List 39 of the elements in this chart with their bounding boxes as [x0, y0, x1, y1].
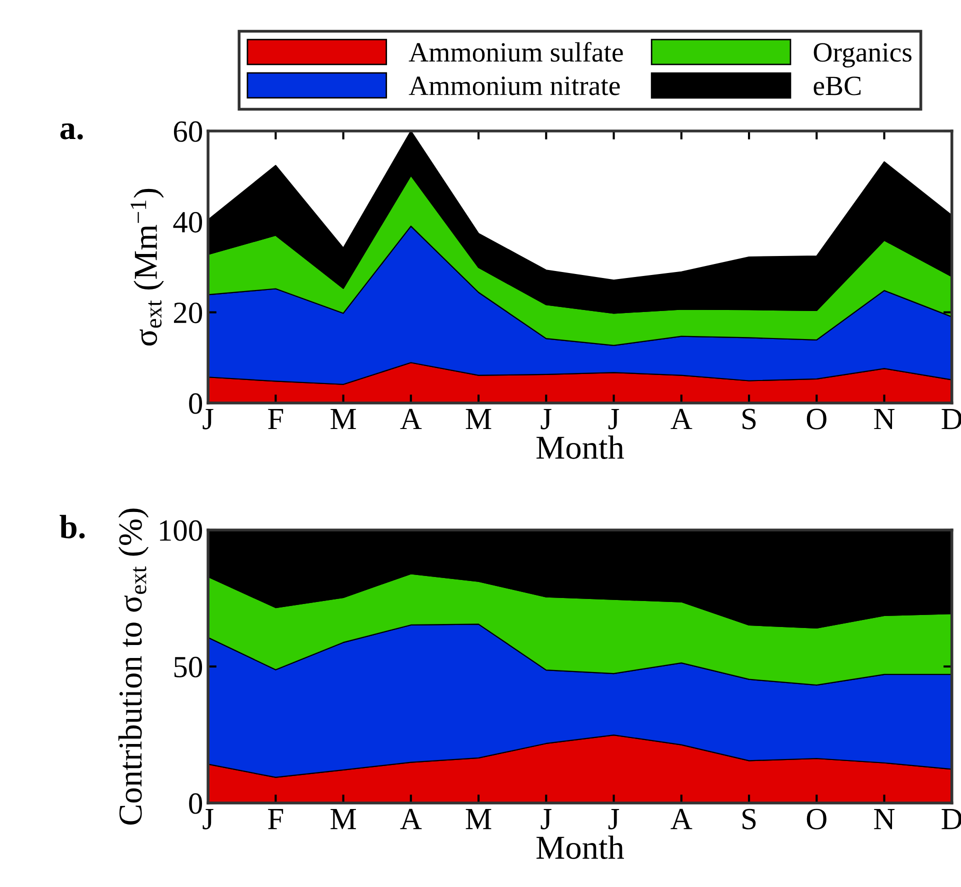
y-tick-label: 0: [189, 793, 202, 814]
x-tick-label: A: [400, 808, 422, 830]
x-tick-label: S: [742, 408, 756, 430]
legend-label: Ammonium sulfate: [408, 42, 623, 62]
x-tick-label: A: [400, 408, 422, 430]
y-tick-label: 20: [174, 302, 202, 324]
chart-title: a.: [60, 123, 83, 140]
x-tick-label: J: [202, 409, 214, 430]
y-axis-title: σ$_{ext}$ (Mm$^{−1}$): [130, 188, 164, 346]
x-axis-title: Month: [536, 836, 624, 860]
x-tick-label: N: [874, 809, 895, 830]
x-tick-label: S: [742, 808, 756, 830]
y-tick-label: 40: [173, 212, 202, 233]
y-axis-title: Contribution to σ$_{ext}$ (%): [118, 508, 149, 825]
x-axis-title: Month: [536, 436, 624, 459]
x-tick-label: A: [670, 808, 692, 830]
x-tick-label: J: [608, 809, 620, 830]
x-tick-label: F: [268, 409, 284, 430]
x-tick-label: A: [670, 408, 692, 430]
y-tick-label: 50: [174, 656, 202, 678]
chart-title: b.: [60, 514, 85, 538]
x-tick-label: J: [540, 809, 552, 830]
x-tick-label: J: [540, 409, 552, 430]
x-tick-label: J: [608, 409, 620, 430]
y-tick-label: 100: [160, 520, 202, 541]
legend-label: Ammonium nitrate: [408, 76, 620, 96]
x-tick-label: M: [330, 409, 356, 430]
x-tick-label: M: [330, 809, 356, 830]
x-tick-label: M: [466, 409, 492, 430]
x-tick-label: N: [874, 409, 895, 430]
legend-label: Organics: [814, 43, 912, 68]
y-tick-label: 60: [174, 121, 202, 142]
y-tick-label: 0: [189, 393, 202, 414]
x-tick-label: O: [806, 408, 826, 430]
legend-label: eBC: [814, 76, 861, 96]
x-tick-label: F: [268, 809, 284, 830]
x-tick-label: O: [806, 808, 826, 830]
x-tick-label: M: [466, 809, 492, 830]
x-tick-label: J: [202, 809, 214, 830]
